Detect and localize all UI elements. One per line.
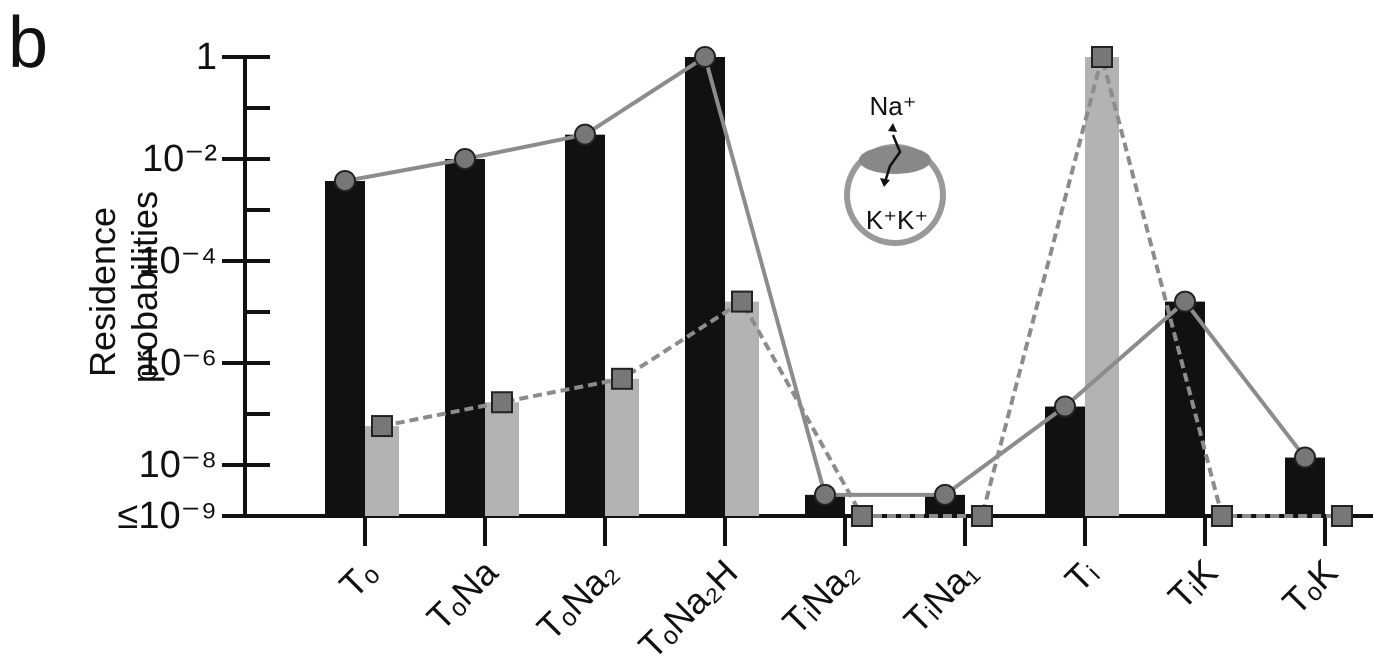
x-tick-label: TᵢK: [1160, 551, 1226, 617]
bar: [565, 134, 605, 516]
bar: [445, 159, 485, 516]
marker: [1211, 505, 1233, 527]
bar: [605, 378, 639, 516]
marker: [611, 367, 633, 390]
marker: [491, 391, 513, 414]
marker: [731, 290, 753, 313]
marker: [1174, 290, 1196, 313]
marker: [694, 46, 716, 68]
x-tick-label: Tᵢ: [1057, 551, 1106, 600]
y-tick-label: 1: [196, 36, 217, 78]
x-tick-label: TᵢNa₁: [896, 551, 986, 641]
marker: [574, 123, 596, 146]
x-tick-label: Tₒ: [331, 551, 385, 605]
x-tick-label: TₒNa₂H: [630, 551, 745, 658]
bar: [685, 57, 725, 516]
marker: [1054, 395, 1076, 418]
marker: [454, 148, 476, 170]
y-axis-label: Residence probabilities: [82, 191, 165, 383]
marker: [1091, 46, 1113, 68]
y-tick-label: 10⁻⁴: [138, 240, 217, 282]
marker: [851, 505, 873, 527]
bar: [1085, 57, 1119, 516]
bar: [1165, 301, 1205, 516]
x-tick-label: TₒNa₂: [529, 551, 626, 648]
marker: [971, 505, 993, 527]
bar: [1045, 406, 1085, 516]
bar: [325, 181, 365, 516]
y-tick-label: 10⁻²: [142, 138, 217, 180]
inset-label: Na⁺: [870, 91, 917, 121]
marker: [1294, 446, 1316, 469]
marker: [334, 170, 356, 193]
marker: [934, 483, 956, 506]
y-tick-label: ≤10⁻⁹: [118, 495, 217, 537]
y-tick-label: 10⁻⁶: [139, 342, 217, 384]
y-tick-label: 10⁻⁸: [139, 444, 217, 486]
inset-label: K⁺K⁺: [866, 205, 928, 235]
panel-label: b: [8, 3, 48, 83]
marker: [371, 415, 393, 438]
x-tick-label: TₒNa: [419, 551, 506, 638]
x-tick-label: TₒK: [1274, 551, 1345, 622]
marker: [1331, 505, 1353, 527]
x-tick-label: TᵢNa₂: [774, 551, 865, 642]
bar: [365, 426, 399, 516]
bar: [725, 301, 759, 516]
marker: [814, 483, 836, 506]
arrow: [883, 134, 902, 183]
arrow-heads: [880, 123, 897, 187]
inset-diagram: Na⁺ K⁺K⁺: [844, 91, 946, 246]
bar: [485, 402, 519, 516]
